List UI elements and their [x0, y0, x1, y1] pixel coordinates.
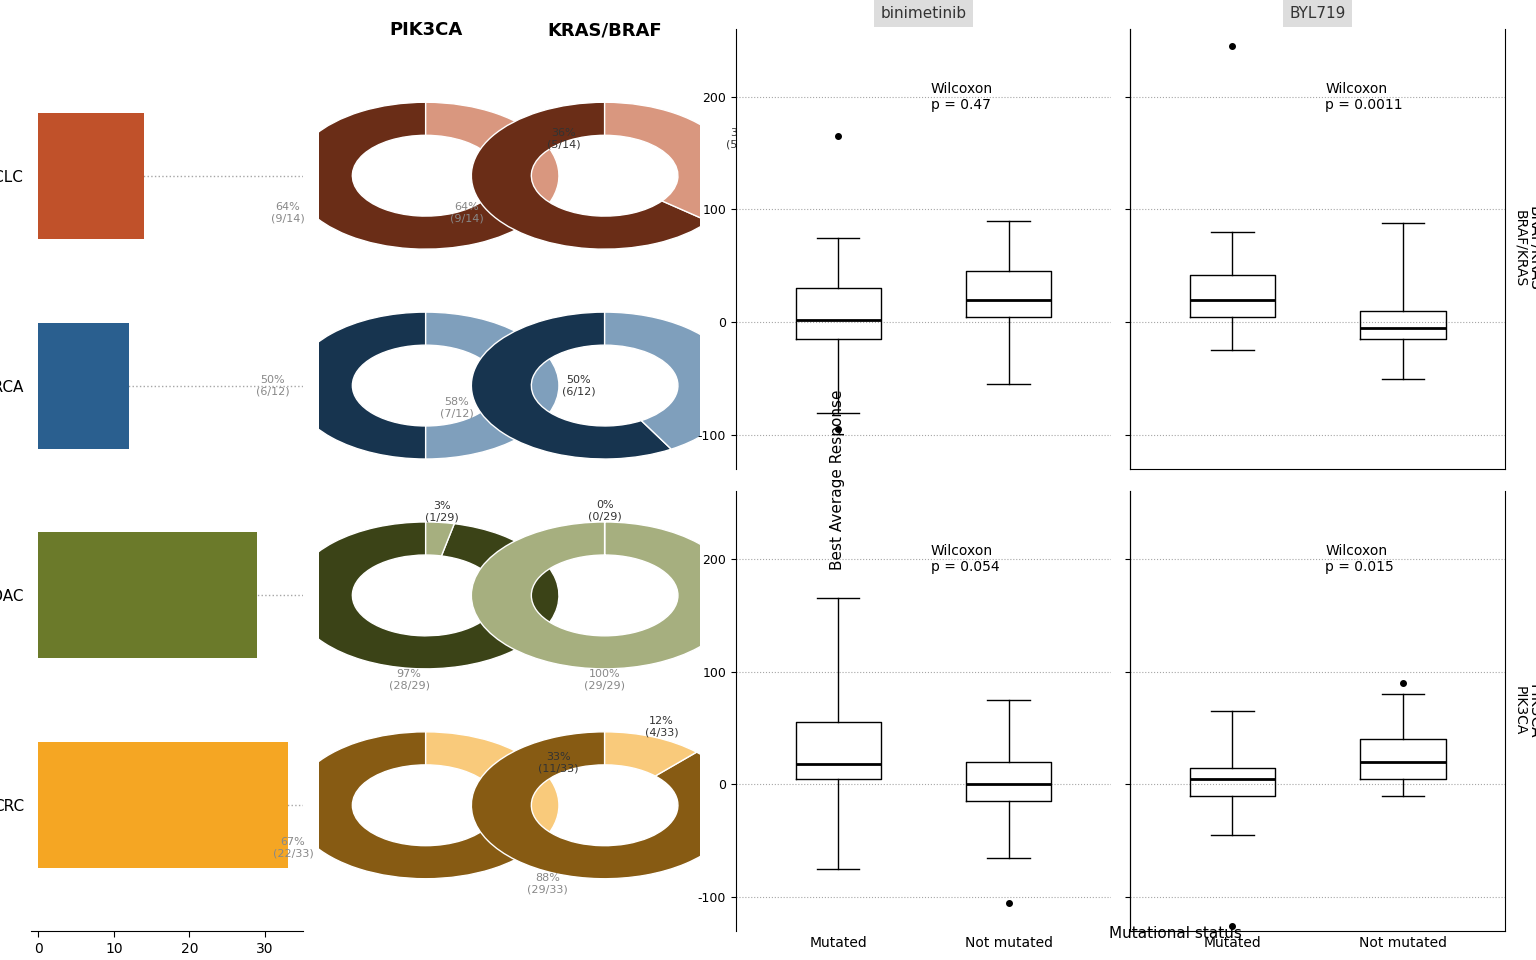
Wedge shape: [472, 522, 737, 669]
Text: Wilcoxon
p = 0.0011: Wilcoxon p = 0.0011: [1326, 82, 1402, 111]
Text: 50%
(6/12): 50% (6/12): [255, 374, 289, 396]
Wedge shape: [292, 522, 559, 669]
Wedge shape: [605, 732, 697, 776]
Y-axis label: PIK3CA: PIK3CA: [1527, 684, 1536, 738]
Text: 64%
(9/14): 64% (9/14): [270, 202, 304, 223]
Wedge shape: [292, 103, 530, 250]
Text: Best Average Response: Best Average Response: [829, 390, 845, 570]
Wedge shape: [605, 312, 737, 449]
Text: PIK3CA: PIK3CA: [1513, 686, 1527, 735]
Wedge shape: [425, 732, 559, 842]
Wedge shape: [292, 312, 425, 459]
Text: 97%
(28/29): 97% (28/29): [389, 668, 430, 690]
Title: binimetinib: binimetinib: [880, 6, 966, 21]
Text: 67%
(22/33): 67% (22/33): [272, 837, 313, 858]
Text: Wilcoxon
p = 0.47: Wilcoxon p = 0.47: [931, 82, 994, 111]
Wedge shape: [425, 522, 455, 556]
Bar: [38, 533, 258, 659]
Text: 88%
(29/33): 88% (29/33): [527, 873, 568, 895]
Title: BYL719: BYL719: [1289, 6, 1346, 21]
Text: 33%
(11/33): 33% (11/33): [538, 753, 579, 774]
Text: Mutational status: Mutational status: [1109, 925, 1241, 941]
Wedge shape: [472, 103, 708, 250]
Bar: [38, 742, 287, 868]
Text: PIK3CA: PIK3CA: [389, 21, 462, 39]
Wedge shape: [472, 732, 737, 878]
Text: 42%
(5/12): 42% (5/12): [736, 353, 770, 374]
Text: KRAS/BRAF: KRAS/BRAF: [547, 21, 662, 39]
Text: 12%
(4/33): 12% (4/33): [645, 716, 679, 737]
Text: 50%
(6/12): 50% (6/12): [562, 374, 596, 396]
Wedge shape: [425, 103, 559, 222]
Wedge shape: [472, 312, 671, 459]
Bar: [38, 112, 144, 239]
Wedge shape: [605, 103, 737, 222]
Text: 0%
(0/29): 0% (0/29): [588, 500, 622, 521]
Bar: [38, 323, 129, 448]
Text: 58%
(7/12): 58% (7/12): [439, 396, 473, 419]
Text: 36%
(5/14): 36% (5/14): [547, 129, 581, 150]
Text: 64%
(9/14): 64% (9/14): [450, 202, 484, 223]
Text: Wilcoxon
p = 0.015: Wilcoxon p = 0.015: [1326, 543, 1393, 574]
Y-axis label: BRAF/KRAS: BRAF/KRAS: [1527, 206, 1536, 291]
Wedge shape: [425, 312, 559, 459]
Text: 36%
(5/14): 36% (5/14): [727, 129, 759, 150]
Text: BRAF/KRAS: BRAF/KRAS: [1513, 210, 1527, 288]
Wedge shape: [292, 732, 541, 878]
Text: 3%
(1/29): 3% (1/29): [425, 501, 459, 522]
Text: 100%
(29/29): 100% (29/29): [584, 669, 625, 690]
Text: Wilcoxon
p = 0.054: Wilcoxon p = 0.054: [931, 543, 1000, 574]
